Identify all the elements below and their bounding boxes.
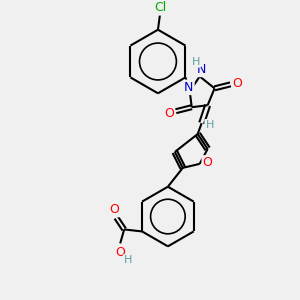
Text: O: O (109, 203, 119, 216)
Text: O: O (203, 156, 213, 170)
Text: O: O (164, 107, 174, 120)
Text: O: O (115, 246, 125, 259)
Text: N: N (184, 81, 194, 94)
Text: H: H (206, 120, 214, 130)
Text: H: H (124, 255, 132, 265)
Text: H: H (191, 56, 200, 67)
Text: O: O (232, 77, 242, 90)
Text: Cl: Cl (154, 1, 166, 14)
Text: N: N (197, 63, 206, 76)
